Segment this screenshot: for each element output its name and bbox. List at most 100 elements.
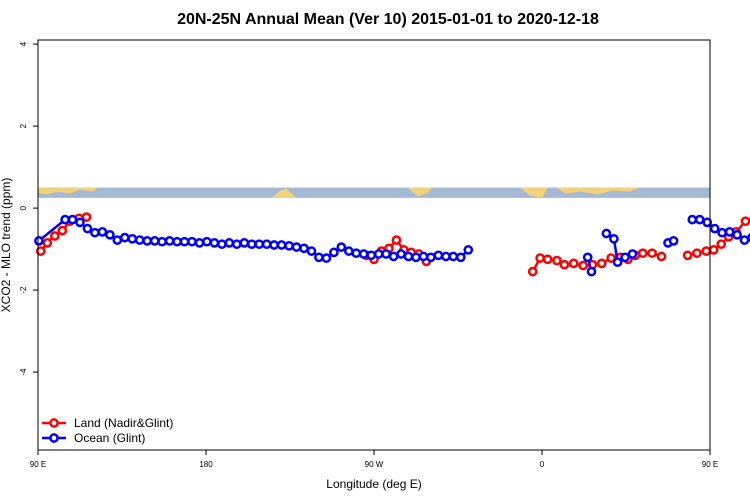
land-point [552, 255, 562, 266]
land-point [559, 259, 570, 270]
land-point [692, 248, 702, 259]
ocean-point [127, 233, 138, 244]
land-point [527, 266, 538, 277]
ocean-point [67, 214, 78, 225]
ocean-point [194, 238, 205, 248]
ocean-point [276, 240, 287, 250]
ocean-point [284, 240, 294, 251]
legend: Land (Nadir&Glint)Ocean (Glint) [42, 416, 173, 445]
ocean-point [702, 217, 713, 228]
land-point [716, 239, 727, 250]
ocean-point [142, 236, 153, 246]
ocean-point [373, 249, 384, 259]
ocean-point [209, 238, 220, 248]
ocean-point [172, 236, 182, 247]
ocean-point [668, 236, 679, 246]
ocean-point [381, 249, 391, 259]
land-point [535, 253, 545, 263]
ocean-point [612, 257, 623, 268]
land-point [578, 260, 588, 271]
series-layer [34, 212, 750, 277]
land-shape [520, 187, 548, 198]
ocean-point [351, 248, 362, 259]
ocean-point [358, 249, 369, 259]
land-point [708, 245, 719, 255]
chart-title: 20N-25N Annual Mean (Ver 10) 2015-01-01 … [177, 11, 599, 28]
ocean-point [164, 236, 175, 246]
ocean-point [694, 214, 705, 225]
ocean-point [157, 236, 167, 247]
x-tick-label: 90 E [702, 460, 718, 469]
ocean-point [187, 236, 197, 247]
ocean-point [411, 252, 421, 263]
ocean-point [314, 252, 324, 263]
legend-swatch-marker [49, 433, 59, 443]
land-point [682, 250, 693, 261]
land-point [57, 225, 68, 236]
x-tick-label: 90 W [365, 460, 384, 469]
ocean-point [239, 238, 250, 248]
ocean-point [709, 223, 720, 234]
land-point [656, 251, 667, 262]
land-shape [38, 187, 98, 195]
ocean-point [609, 233, 619, 244]
ocean-point [321, 253, 332, 263]
legend-swatch-marker [49, 418, 59, 428]
land-shape [408, 187, 432, 197]
ocean-point [724, 227, 735, 237]
ocean-point [396, 249, 406, 259]
ocean-point [119, 232, 130, 243]
ocean-point [75, 217, 85, 228]
ocean-point [620, 252, 630, 263]
x-tick-label: 90 E [30, 460, 46, 469]
ocean-point [246, 239, 257, 250]
ocean-point [202, 236, 212, 247]
ocean-point [34, 236, 44, 246]
ocean-point [299, 243, 309, 254]
land-point [637, 248, 648, 259]
land-point [740, 216, 750, 227]
x-tick-label: 0 [540, 460, 545, 469]
ocean-point [586, 266, 597, 277]
ocean-point [601, 228, 612, 239]
land-point [701, 246, 712, 256]
ocean-point [269, 240, 279, 250]
legend-label: Ocean (Glint) [74, 431, 145, 445]
ocean-point [217, 239, 227, 250]
plot-frame [37, 39, 711, 451]
land-point [391, 235, 402, 245]
ocean-point [112, 235, 123, 245]
ocean-point [105, 229, 115, 240]
y-axis: 4 2 0 -2 -4 [19, 41, 38, 376]
ocean-point [455, 252, 466, 263]
ocean-point [732, 229, 742, 240]
ocean-point [291, 242, 302, 252]
ocean-point [388, 251, 399, 262]
ocean-point [426, 252, 436, 263]
ocean-strip [38, 187, 710, 198]
ocean-point [687, 214, 698, 225]
x-axis-label: Longitude (deg E) [326, 477, 421, 491]
y-tick-label: -4 [19, 368, 28, 376]
y-tick-label: 2 [19, 123, 28, 128]
ocean-point [97, 227, 108, 237]
land-point [647, 248, 657, 259]
x-axis: 90 E 180 90 W 0 90 E [30, 450, 718, 469]
ocean-point [134, 235, 145, 245]
y-tick-label: 4 [19, 41, 28, 46]
land-shape [556, 187, 640, 195]
land-point [568, 258, 579, 269]
ocean-point [179, 236, 190, 247]
land-shape [272, 188, 296, 198]
ocean-point [60, 214, 70, 225]
ocean-point [224, 238, 235, 248]
ocean-series [34, 214, 750, 277]
ocean-point [717, 227, 727, 238]
legend-label: Land (Nadir&Glint) [74, 416, 173, 430]
ocean-point [441, 251, 451, 262]
y-tick-label: -2 [19, 286, 28, 294]
x-tick-label: 180 [199, 460, 213, 469]
ocean-point [231, 239, 242, 250]
legend-item-ocean: Ocean (Glint) [42, 431, 145, 445]
